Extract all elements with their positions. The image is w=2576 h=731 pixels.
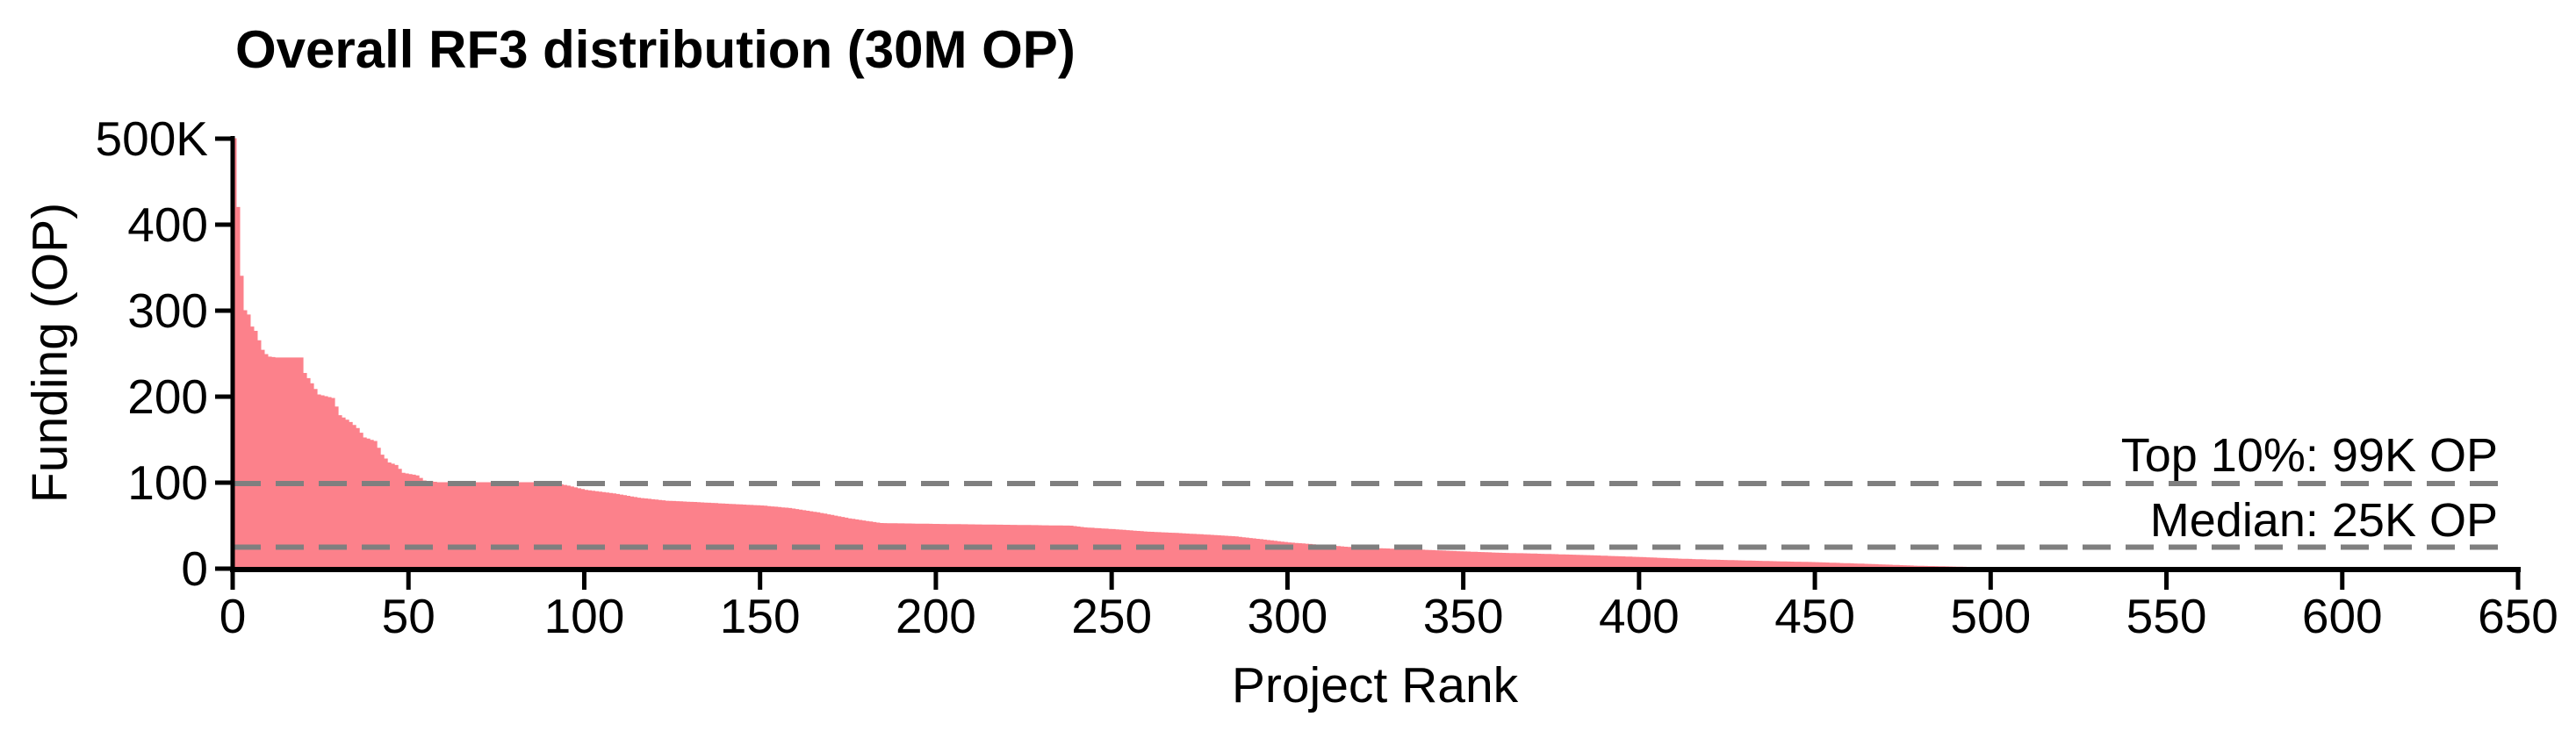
y-tick-label: 500K: [96, 111, 209, 166]
x-tick-label: 550: [2126, 589, 2207, 643]
y-tick-label: 400: [127, 197, 208, 252]
x-tick-label: 650: [2478, 589, 2558, 643]
y-tick-label: 100: [127, 455, 208, 510]
funding-area-series: [232, 138, 1991, 570]
x-tick-label: 350: [1423, 589, 1504, 643]
x-tick-label: 450: [1774, 589, 1855, 643]
x-axis-label: Project Rank: [1231, 657, 1519, 713]
y-tick-label: 0: [181, 541, 208, 596]
x-tick-label: 300: [1248, 589, 1328, 643]
x-tick-label: 150: [720, 589, 801, 643]
x-tick-label: 600: [2302, 589, 2383, 643]
median-threshold-label: Median: 25K OP: [2149, 494, 2498, 547]
chart-title: Overall RF3 distribution (30M OP): [235, 20, 1076, 79]
x-tick-label: 0: [219, 589, 247, 643]
top10-threshold-label: Top 10%: 99K OP: [2120, 429, 2498, 482]
y-tick-label: 300: [127, 283, 208, 338]
y-tick-label: 200: [127, 369, 208, 424]
x-tick-label: 400: [1599, 589, 1680, 643]
x-tick-label: 500: [1950, 589, 2031, 643]
x-tick-label: 250: [1071, 589, 1152, 643]
x-tick-label: 50: [382, 589, 435, 643]
x-tick-label: 200: [896, 589, 976, 643]
x-tick-label: 100: [544, 589, 625, 643]
